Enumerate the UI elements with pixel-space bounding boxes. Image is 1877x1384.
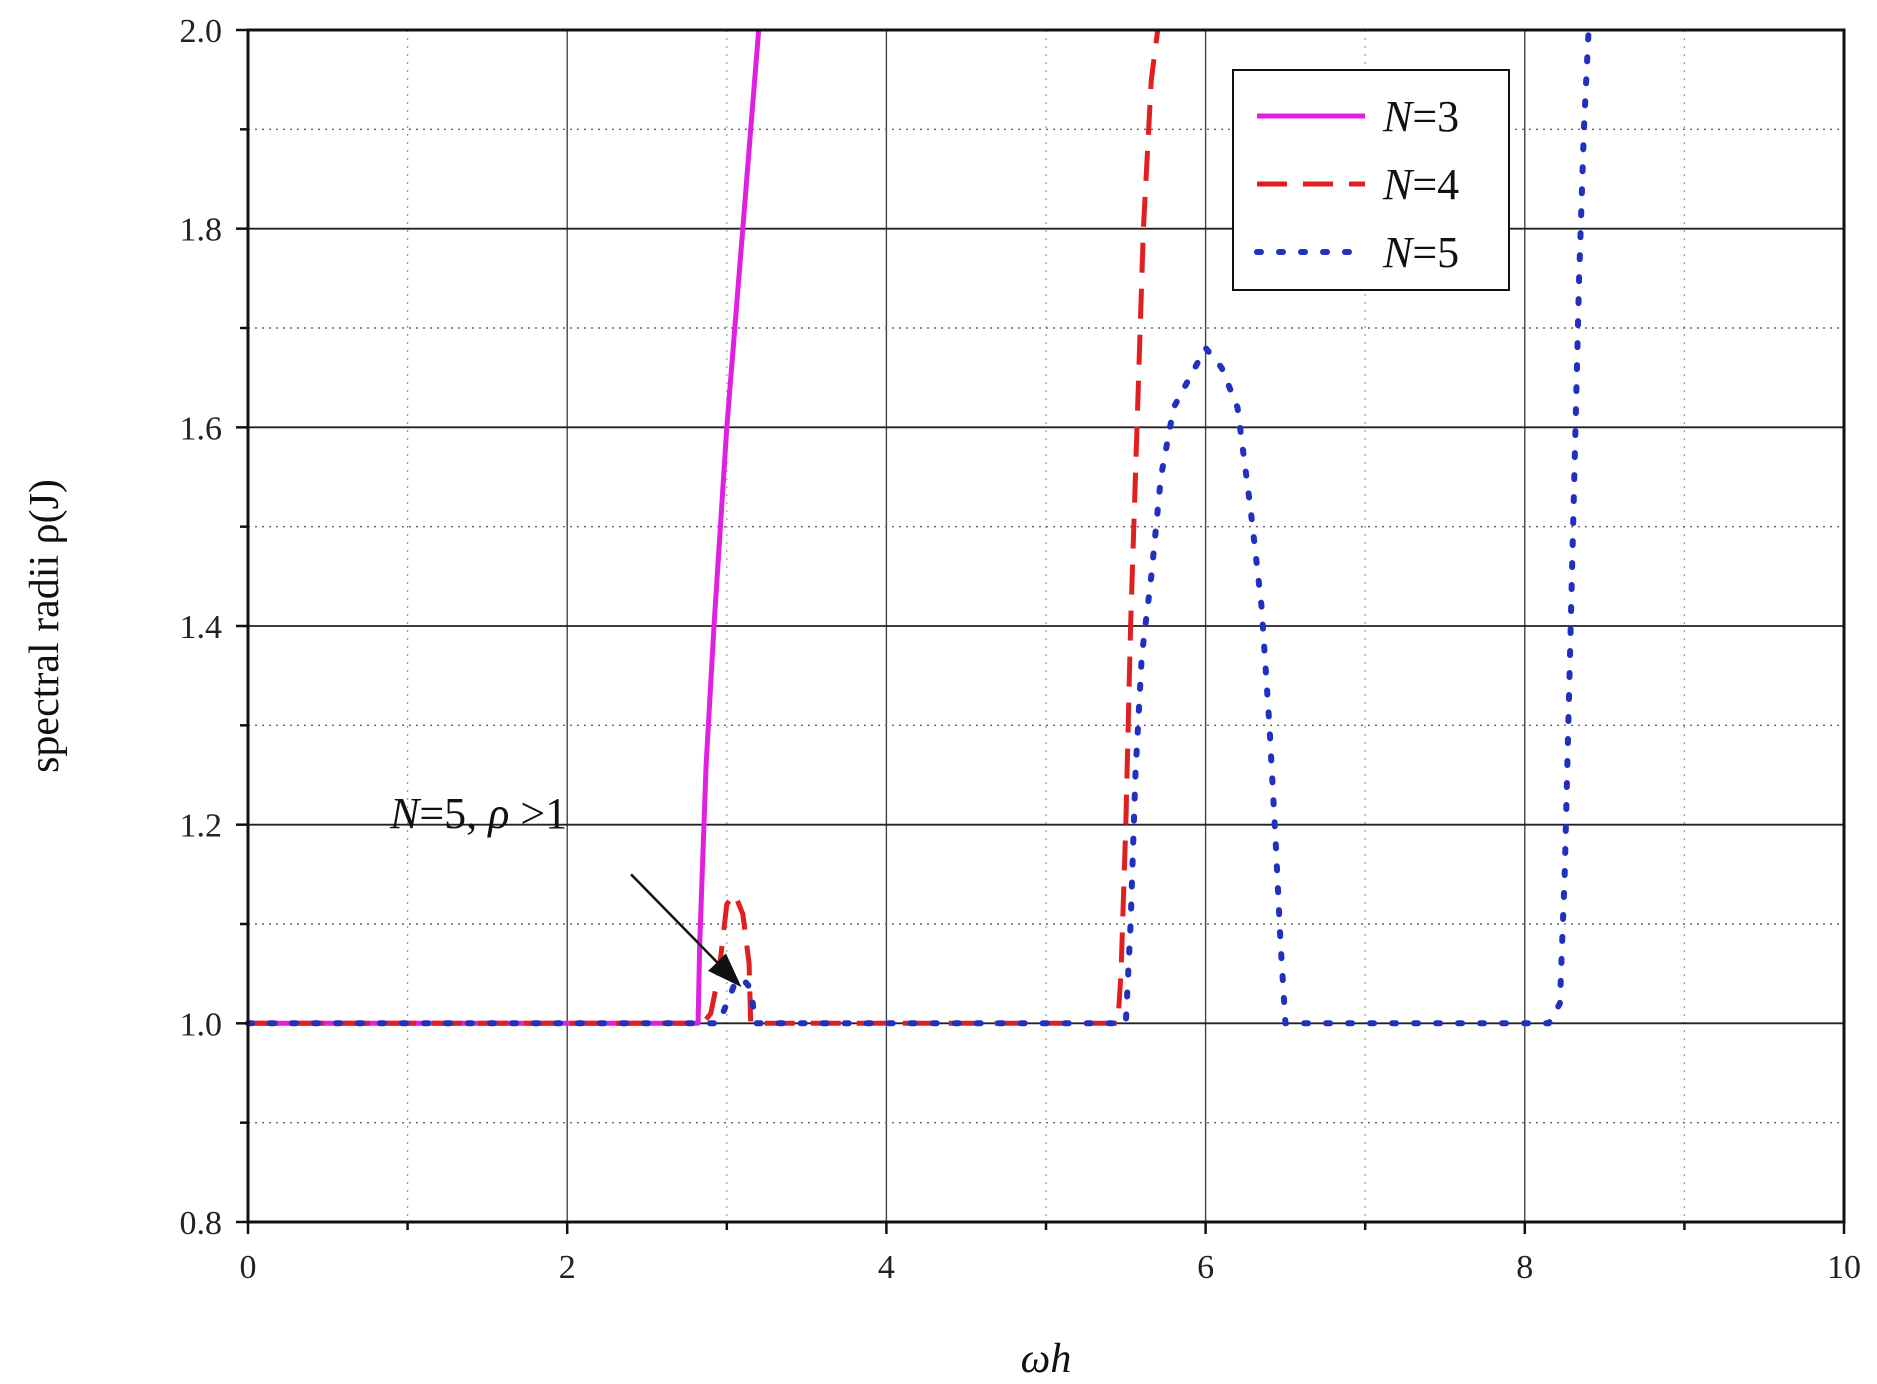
y-tick-label: 0.8 <box>180 1205 223 1242</box>
x-axis-title: ωh <box>1021 1336 1072 1382</box>
x-tick-label: 10 <box>1827 1249 1861 1286</box>
legend-label: N=3 <box>1382 92 1459 141</box>
y-tick-label: 1.4 <box>180 609 223 646</box>
y-tick-label: 1.6 <box>180 410 223 447</box>
tick-labels: 0 2 4 6 8 10 0.8 1.0 1.2 1.4 1.6 1.8 2.0 <box>180 13 1862 1286</box>
x-tick-label: 4 <box>878 1249 895 1286</box>
y-tick-label: 1.8 <box>180 212 223 249</box>
series-line-n-4 <box>248 29 1161 1026</box>
x-tick-label: 0 <box>240 1249 257 1286</box>
y-tick-label: 1.2 <box>180 808 223 845</box>
annotation-rho: ρ <box>486 789 509 838</box>
y-axis-title: spectral radii ρ(J) <box>22 479 68 773</box>
axis-ticks <box>236 28 1846 1234</box>
annotation-tail: >1 <box>509 789 567 838</box>
legend-label: N=4 <box>1382 160 1459 209</box>
x-tick-label: 2 <box>559 1249 576 1286</box>
grid-lines <box>248 30 1844 1222</box>
annotation-text: N=5, ρ >1 <box>389 789 567 838</box>
annotation-arrow <box>630 873 742 988</box>
legend: N=3 N=4 N=5 <box>1232 69 1510 291</box>
annotation: N=5, ρ >1 <box>389 789 742 988</box>
y-tick-label: 1.0 <box>180 1006 223 1043</box>
x-tick-label: 6 <box>1197 1249 1214 1286</box>
series-layer <box>245 27 1592 1027</box>
series-line-n-3 <box>248 29 762 1026</box>
legend-label: N=5 <box>1382 228 1459 277</box>
y-tick-label: 2.0 <box>180 13 223 50</box>
series-line-n-5 <box>245 27 1592 1027</box>
annotation-n: N <box>389 789 422 838</box>
annotation-eq: =5, <box>419 789 488 838</box>
x-tick-label: 8 <box>1516 1249 1533 1286</box>
legend-box <box>1232 69 1510 291</box>
